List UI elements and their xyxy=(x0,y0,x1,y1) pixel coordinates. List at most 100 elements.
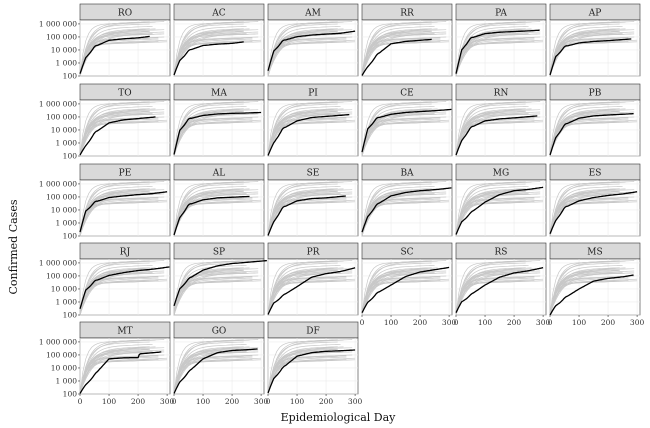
x-tick-label: 0 xyxy=(172,397,177,406)
y-axis-title: Confirmed Cases xyxy=(7,199,20,294)
background-series xyxy=(173,343,247,395)
background-series xyxy=(173,351,241,395)
background-series xyxy=(455,267,526,316)
series-line-pa xyxy=(455,29,540,74)
background-series xyxy=(173,354,259,395)
background-series xyxy=(361,117,432,157)
panel-es: ES xyxy=(549,163,641,237)
background-series xyxy=(173,276,244,316)
panel-sc: SC 0 100 200 300 xyxy=(360,242,457,327)
background-series xyxy=(549,183,620,237)
background-series xyxy=(173,38,253,77)
background-series xyxy=(267,359,356,395)
background-series xyxy=(455,272,538,316)
panel-al: AL xyxy=(173,163,265,237)
background-series xyxy=(267,341,338,395)
background-series xyxy=(79,260,165,316)
panel-pa: PA xyxy=(455,3,547,77)
background-series xyxy=(455,185,529,237)
y-tick-label: 100 000 xyxy=(46,192,77,201)
background-series xyxy=(79,33,162,77)
background-series xyxy=(267,339,353,395)
background-series xyxy=(361,21,447,77)
strip-label: MA xyxy=(211,89,227,99)
background-series xyxy=(267,181,353,237)
background-series xyxy=(173,339,259,395)
background-series xyxy=(173,272,241,316)
background-series xyxy=(549,103,620,157)
x-tick-label: 200 xyxy=(225,397,240,406)
strip-label: ES xyxy=(589,169,602,179)
background-series xyxy=(267,356,347,395)
background-series xyxy=(455,111,541,157)
background-series xyxy=(361,33,444,77)
background-series xyxy=(549,185,623,237)
background-series xyxy=(549,117,620,157)
background-series xyxy=(267,191,353,237)
background-series xyxy=(267,41,356,77)
y-tick-label: 10 000 xyxy=(51,284,77,293)
background-series xyxy=(79,280,168,316)
background-series xyxy=(455,103,526,157)
plot-area xyxy=(549,258,641,316)
x-tick-label: 300 xyxy=(442,318,457,327)
background-series xyxy=(455,113,523,157)
background-series xyxy=(455,260,541,316)
background-series xyxy=(173,28,244,77)
strip-label: GO xyxy=(212,327,227,337)
background-series xyxy=(79,264,153,316)
x-tick-label: 200 xyxy=(319,397,334,406)
background-series xyxy=(267,118,347,157)
background-series xyxy=(455,196,541,237)
x-tick-label: 0 xyxy=(548,318,553,327)
background-series xyxy=(361,116,447,157)
background-series xyxy=(173,37,244,77)
background-series xyxy=(267,38,347,77)
background-series xyxy=(549,21,635,77)
y-tick-label: 1 000 xyxy=(56,138,78,147)
panel-df: DF 0 100 200 300 xyxy=(266,321,362,406)
strip-label: SP xyxy=(213,248,225,258)
panel-rr: RR xyxy=(361,3,453,77)
background-series xyxy=(455,198,535,237)
background-series xyxy=(361,193,429,237)
y-tick-label: 100 xyxy=(63,152,78,161)
background-series xyxy=(173,108,244,157)
strip-label: BA xyxy=(400,169,414,179)
strip-label: DF xyxy=(306,327,319,337)
background-series xyxy=(79,351,147,395)
background-series xyxy=(361,280,450,316)
background-series xyxy=(173,349,259,395)
background-series xyxy=(267,28,338,77)
background-series xyxy=(549,262,620,316)
x-tick-label: 100 xyxy=(572,318,587,327)
background-series xyxy=(267,108,338,157)
x-tick-label: 300 xyxy=(536,318,551,327)
background-series xyxy=(79,111,165,157)
y-tick-label: 100 000 xyxy=(46,112,77,121)
background-series xyxy=(79,108,150,157)
background-series xyxy=(79,101,165,157)
background-series xyxy=(549,23,620,77)
background-series xyxy=(549,280,638,316)
series-line-df xyxy=(267,349,356,394)
panel-pi: PI xyxy=(267,83,359,157)
background-series xyxy=(267,267,338,316)
panel-sp: SP xyxy=(173,242,267,316)
background-series xyxy=(267,260,353,316)
x-tick-label: 100 xyxy=(196,397,211,406)
background-series xyxy=(549,201,638,237)
background-series xyxy=(79,262,150,316)
background-series xyxy=(173,183,244,237)
background-series xyxy=(267,36,353,77)
background-series xyxy=(173,21,259,77)
background-series xyxy=(79,31,165,77)
background-series xyxy=(361,111,447,157)
y-tick-label: 100 000 xyxy=(46,271,77,280)
background-series xyxy=(361,260,447,316)
panel-ce: CE xyxy=(361,83,453,157)
y-tick-label: 100 xyxy=(63,72,78,81)
background-series xyxy=(267,276,338,316)
